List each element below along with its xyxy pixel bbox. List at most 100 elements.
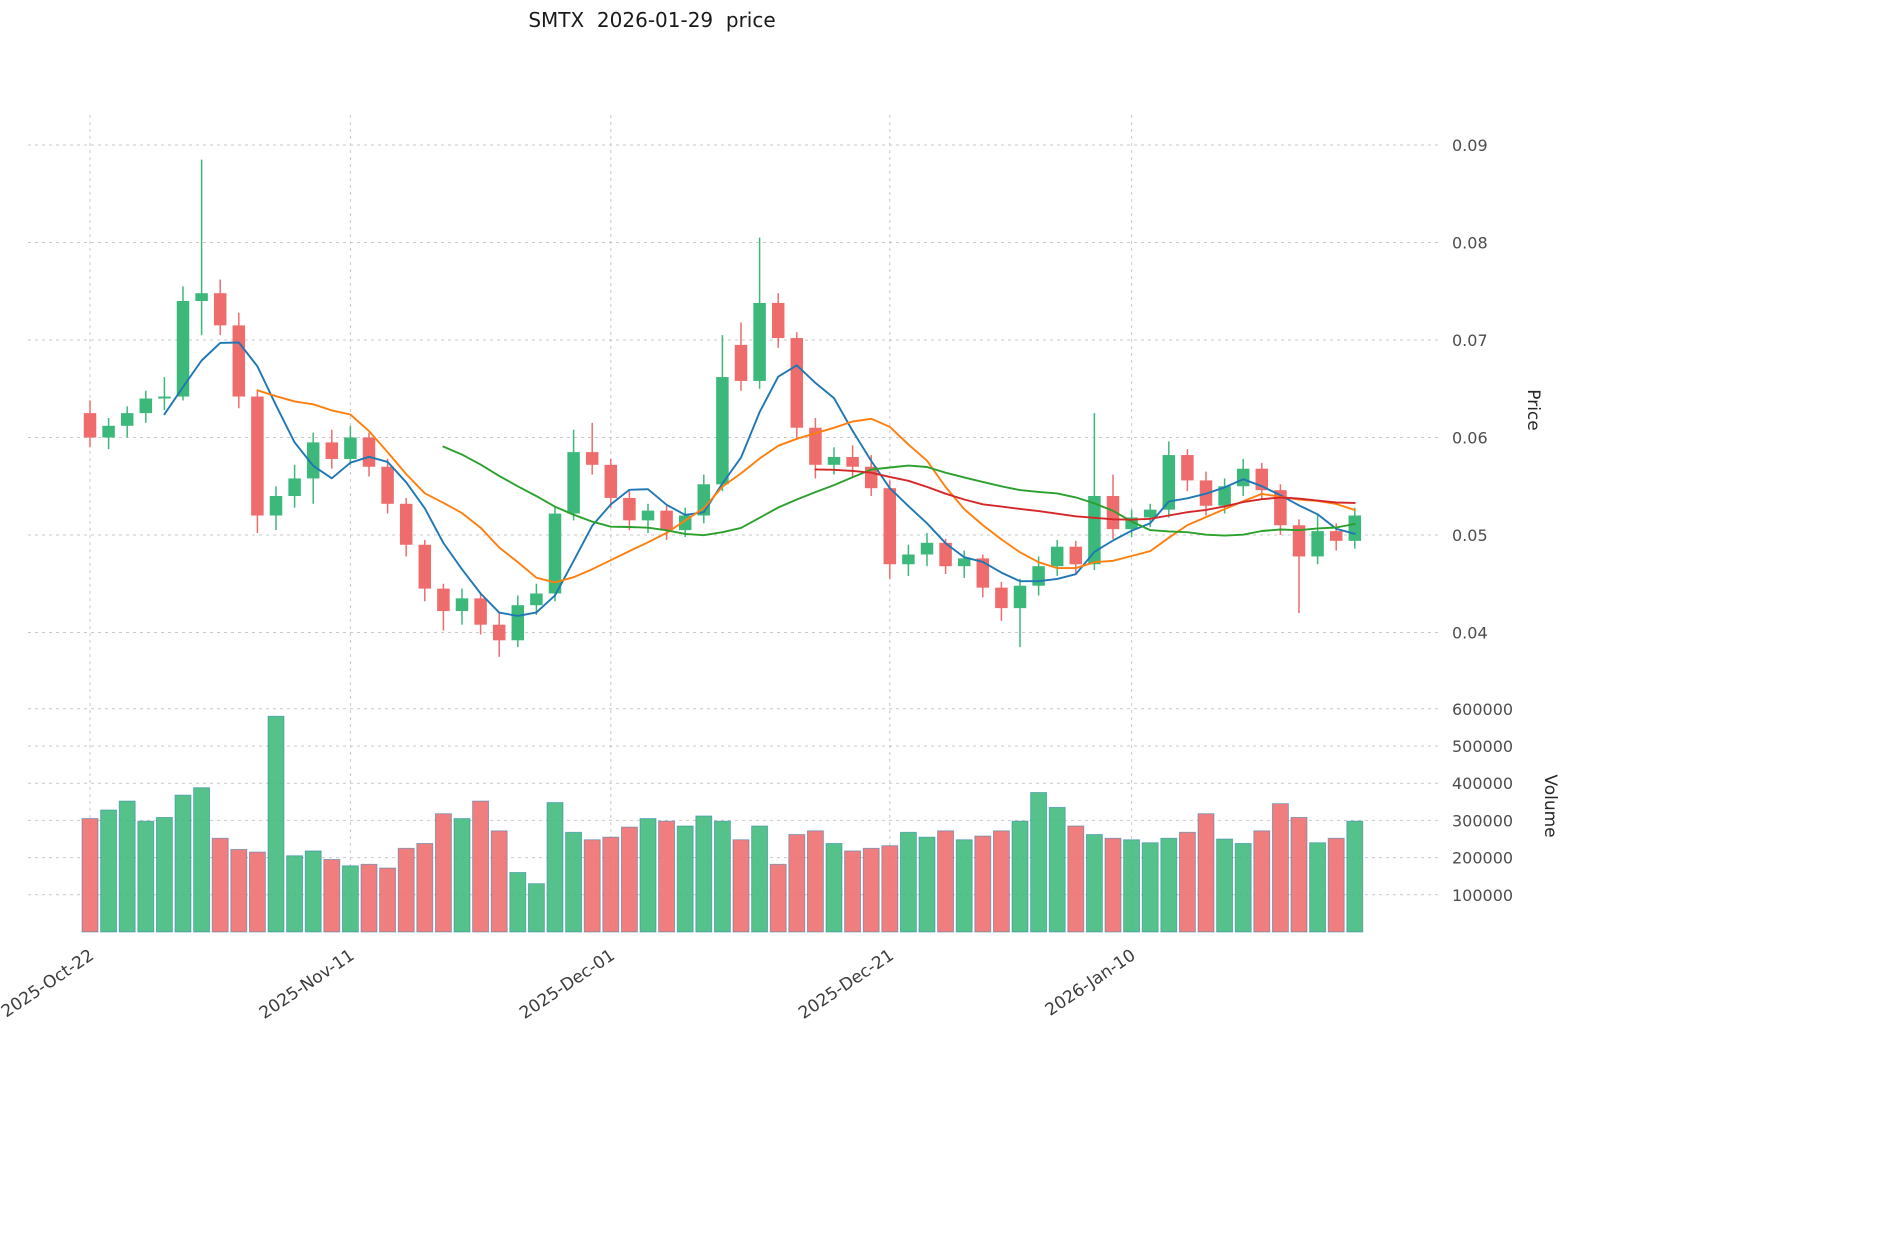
volume-bar xyxy=(620,826,638,933)
volume-bar xyxy=(434,813,452,933)
volume-bar xyxy=(825,843,843,933)
volume-bar xyxy=(1011,820,1029,933)
candle-body xyxy=(176,301,190,397)
candle-body xyxy=(381,466,394,504)
volume-bar xyxy=(81,818,99,933)
candle-body xyxy=(139,398,153,414)
volume-bar xyxy=(751,825,769,933)
volume-bar xyxy=(583,839,601,933)
volume-bar xyxy=(360,863,378,933)
volume-tick-label: 200000 xyxy=(1452,849,1513,868)
candle-body xyxy=(83,413,97,438)
price-tick-label: 0.08 xyxy=(1452,234,1488,253)
volume-bar xyxy=(1309,842,1327,933)
volume-bar xyxy=(397,847,415,933)
volume-bar xyxy=(974,835,992,933)
x-tick-label: 2025-Dec-21 xyxy=(795,946,897,1024)
volume-bar xyxy=(1141,842,1159,933)
volume-bar xyxy=(937,830,955,933)
candle-body xyxy=(1236,468,1250,487)
volume-bar xyxy=(918,836,936,933)
volume-bar xyxy=(100,809,118,933)
volume-tick-label: 100000 xyxy=(1452,886,1513,905)
volume-bar xyxy=(118,800,136,933)
ma-line-40 xyxy=(814,468,1356,521)
candle-body xyxy=(344,437,357,459)
candle-body xyxy=(1274,490,1287,526)
candle-body xyxy=(995,587,1008,609)
candle-body xyxy=(790,338,804,428)
volume-bar xyxy=(769,863,787,933)
volume-bar xyxy=(248,851,266,933)
volume-bar xyxy=(1030,792,1048,933)
candle-body xyxy=(846,457,859,467)
volume-bar xyxy=(137,820,155,933)
x-tick-label: 2025-Dec-01 xyxy=(516,946,618,1024)
x-tick-label-text: 2025-Dec-21 xyxy=(795,946,897,1024)
volume-bar xyxy=(1123,839,1141,933)
candle-body xyxy=(567,452,580,514)
volume-bar xyxy=(713,820,731,933)
volume-bar xyxy=(379,867,397,933)
volume-bar xyxy=(1290,816,1308,933)
candle-body xyxy=(585,452,599,465)
volume-bar xyxy=(193,787,211,933)
candle-body xyxy=(232,325,246,397)
price-tick-label: 0.04 xyxy=(1452,624,1488,643)
candle-body xyxy=(902,554,915,565)
candle-body xyxy=(530,593,543,606)
volume-bar xyxy=(174,794,192,933)
volume-bar xyxy=(602,836,620,933)
volume-bar xyxy=(881,845,899,933)
volume-bar xyxy=(955,839,973,933)
volume-axis-label: Volume xyxy=(1540,774,1560,837)
volume-bar xyxy=(658,820,676,933)
x-tick-label-text: 2025-Oct-22 xyxy=(0,946,98,1022)
volume-bar xyxy=(453,818,471,933)
candle-body xyxy=(1311,531,1324,557)
volume-bar xyxy=(1327,837,1345,933)
volume-bar xyxy=(267,715,285,933)
volume-bar xyxy=(1085,834,1103,933)
candle-body xyxy=(734,344,748,381)
candle-body xyxy=(195,293,208,301)
candle-body xyxy=(604,464,618,498)
candle-body xyxy=(102,425,115,438)
candle-body xyxy=(1329,531,1343,541)
candle-body xyxy=(1292,525,1306,557)
candle-body xyxy=(1013,585,1027,609)
volume-bar xyxy=(565,831,583,933)
volume-bar xyxy=(304,850,322,933)
chart-title: SMTX 2026-01-29 price xyxy=(528,8,776,32)
volume-bar xyxy=(546,802,564,933)
volume-bar xyxy=(323,859,341,933)
volume-bar xyxy=(341,865,359,933)
volume-bar xyxy=(1178,831,1196,933)
candle-body xyxy=(1125,517,1138,530)
volume-bar xyxy=(1216,838,1234,933)
volume-bar xyxy=(1234,843,1252,933)
candle-body xyxy=(827,457,841,465)
candle-body xyxy=(269,496,283,516)
volume-bar xyxy=(899,831,917,933)
volume-bar xyxy=(695,815,713,933)
candle-body xyxy=(437,588,450,612)
volume-bar xyxy=(806,830,824,933)
candle-body xyxy=(492,624,506,641)
volume-bar xyxy=(527,883,545,933)
candle-body xyxy=(1088,496,1101,565)
volume-bar xyxy=(416,843,434,933)
volume-tick-label: 500000 xyxy=(1452,737,1513,756)
volume-bar xyxy=(1271,803,1289,933)
candle-body xyxy=(213,293,227,326)
price-tick-label: 0.09 xyxy=(1452,136,1488,155)
candle-body xyxy=(288,478,301,496)
x-tick-label-text: 2026-Jan-10 xyxy=(1042,946,1140,1021)
candle-body xyxy=(1348,515,1362,541)
volume-bar xyxy=(862,847,880,933)
candle-body xyxy=(251,396,264,516)
volume-bar xyxy=(788,834,806,933)
candle-body xyxy=(362,437,376,467)
price-axis-label: Price xyxy=(1523,389,1543,430)
volume-bar xyxy=(230,848,248,933)
